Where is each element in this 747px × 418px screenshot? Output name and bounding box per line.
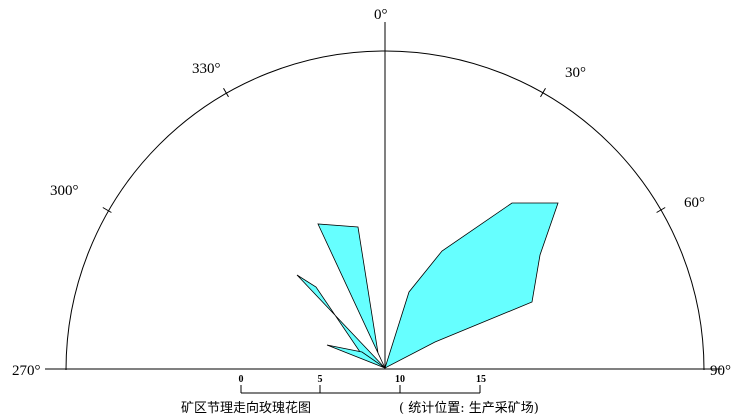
angle-label-330: 330° <box>192 61 221 77</box>
tick-300 <box>102 207 112 213</box>
scale-label-0: 0 <box>239 374 244 385</box>
angle-label-30: 30° <box>565 65 586 81</box>
tick-30 <box>540 87 546 98</box>
tick-330 <box>223 87 229 98</box>
diagram-caption-location: ( 统计位置: 生产采矿场) <box>399 401 539 416</box>
tick-60 <box>656 207 666 213</box>
rose-petal <box>326 344 386 369</box>
angle-label-90: 90° <box>710 363 731 379</box>
scale-bar: 0 5 10 15 <box>239 374 486 394</box>
rose-petal <box>384 202 559 369</box>
scale-label-10: 10 <box>395 374 405 385</box>
rose-petal <box>317 223 386 369</box>
diagram-caption-title: 矿区节理走向玫瑰花图 <box>181 400 311 416</box>
scale-label-15: 15 <box>476 374 486 385</box>
angle-label-300: 300° <box>50 183 79 199</box>
angle-label-270: 270° <box>12 363 41 379</box>
angle-label-0: 0° <box>374 7 388 23</box>
scale-label-5: 5 <box>318 374 323 385</box>
angle-label-60: 60° <box>684 195 705 211</box>
